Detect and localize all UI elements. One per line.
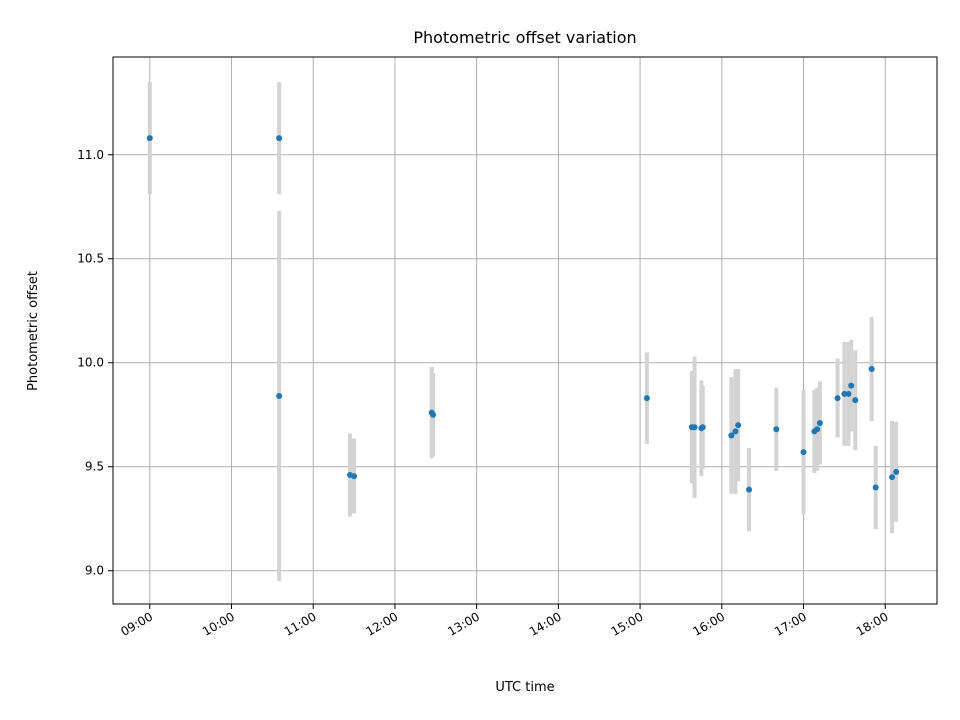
y-axis-label: Photometric offset	[26, 271, 41, 391]
data-point	[351, 473, 357, 479]
data-point	[889, 474, 895, 480]
data-point	[814, 426, 820, 432]
data-point	[276, 135, 282, 141]
data-point	[773, 426, 779, 432]
y-tick-label: 9.5	[85, 460, 104, 474]
data-point	[869, 366, 875, 372]
data-point	[732, 428, 738, 434]
data-point	[817, 420, 823, 426]
x-axis-label: UTC time	[495, 680, 554, 695]
data-point	[893, 469, 899, 475]
data-point	[430, 412, 436, 418]
data-point	[835, 395, 841, 401]
data-point	[147, 135, 153, 141]
data-point	[276, 393, 282, 399]
data-point	[848, 383, 854, 389]
data-point	[735, 422, 741, 428]
data-point	[692, 424, 698, 430]
data-point	[801, 449, 807, 455]
data-point	[700, 424, 706, 430]
data-point	[746, 487, 752, 493]
chart-title: Photometric offset variation	[413, 28, 636, 47]
data-point	[845, 391, 851, 397]
data-point	[644, 395, 650, 401]
y-tick-label: 10.5	[77, 252, 104, 266]
y-tick-label: 9.0	[85, 564, 104, 578]
data-point	[852, 397, 858, 403]
y-tick-label: 11.0	[77, 148, 104, 162]
y-tick-label: 10.0	[77, 356, 104, 370]
data-point	[873, 485, 879, 491]
